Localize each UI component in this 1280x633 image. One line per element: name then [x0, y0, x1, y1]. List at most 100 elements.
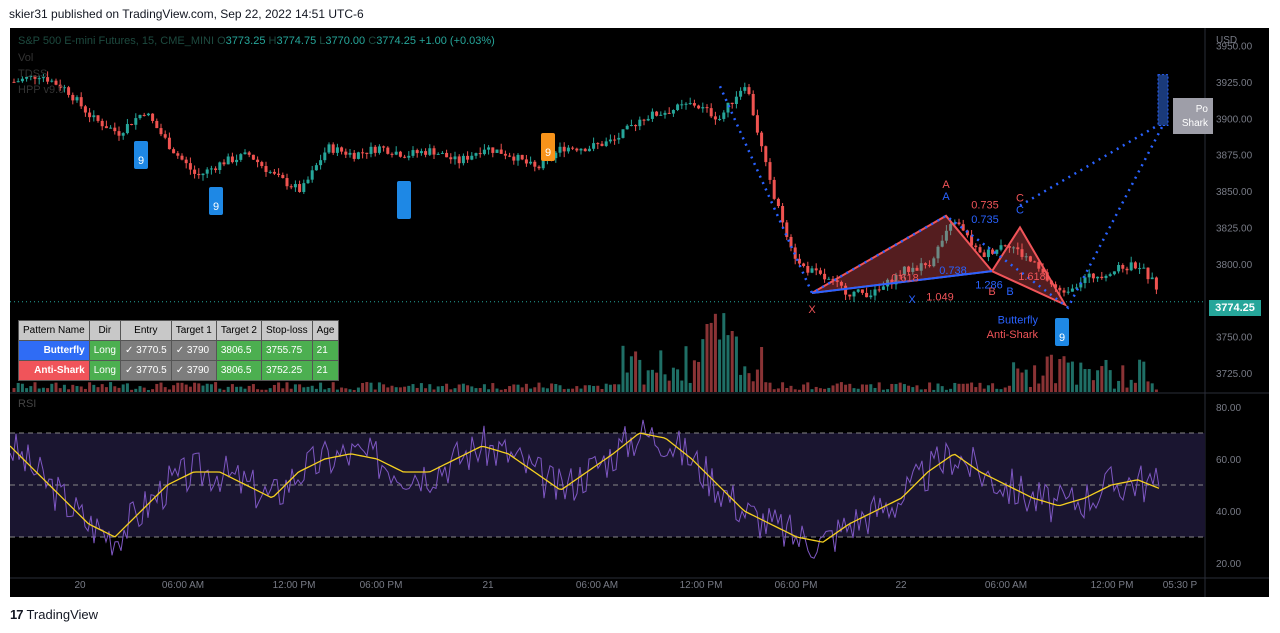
volume-bar: [953, 382, 957, 392]
candle-body: [390, 153, 394, 155]
price-tick-label: 3750.00: [1216, 333, 1253, 344]
pattern-target2: 3806.5: [215, 360, 262, 381]
volume-bar: [1142, 361, 1146, 392]
volume-bar: [907, 385, 911, 392]
volume-bar: [797, 389, 801, 392]
candle-body: [403, 156, 407, 158]
volume-bar: [1016, 368, 1020, 392]
volume-bar: [88, 382, 92, 392]
volume-bar: [575, 386, 579, 392]
volume-bar: [1138, 359, 1142, 392]
symbol-name[interactable]: S&P 500 E-mini Futures, 15, CME_MINI: [18, 35, 215, 47]
candle-body: [109, 127, 113, 129]
volume-bar: [470, 386, 474, 392]
projected-path: [718, 85, 1167, 310]
volume-bar: [33, 382, 37, 392]
candle-body: [20, 78, 24, 82]
candle-body: [852, 291, 856, 297]
volume-bar: [205, 383, 209, 392]
indicator-vol[interactable]: Vol: [18, 52, 34, 64]
volume-bar: [961, 383, 965, 392]
volume-bar: [37, 388, 41, 392]
volume-bar: [302, 387, 306, 392]
candle-body: [285, 178, 289, 187]
candle-body: [516, 154, 520, 161]
tradingview-footer[interactable]: 17 TradingView: [10, 607, 98, 622]
candle-body: [323, 152, 327, 161]
volume-bar: [692, 360, 696, 392]
volume-bar: [970, 382, 974, 392]
candle-body: [856, 289, 860, 292]
td-count-badge: [397, 181, 411, 219]
volume-bar: [323, 389, 327, 392]
volume-bar: [361, 383, 365, 392]
candle-body: [1070, 288, 1074, 292]
volume-bar: [818, 388, 822, 392]
volume-bar: [911, 387, 915, 392]
volume-bar: [256, 389, 260, 392]
candle-body: [751, 93, 755, 116]
volume-bar: [12, 388, 16, 392]
candle-body: [180, 155, 184, 160]
price-tick-label: 3875.00: [1216, 151, 1253, 162]
volume-bar: [730, 330, 734, 392]
candle-body: [806, 266, 810, 273]
chart-frame[interactable]: A A C C X X B B 0.735 0.735 0.618 0.738 1.286 1.049 1.…: [10, 28, 1269, 597]
volume-bar: [545, 388, 549, 392]
col-dir: Dir: [88, 320, 121, 341]
volume-bar: [856, 388, 860, 392]
volume-bar: [251, 384, 255, 392]
indicator-hpp[interactable]: HPP v9.0: [18, 84, 65, 96]
volume-bar: [306, 386, 310, 392]
volume-bar: [562, 389, 566, 392]
volume-bar: [995, 388, 999, 392]
volume-bar: [109, 382, 113, 392]
candle-body: [298, 184, 302, 192]
rsi-label[interactable]: RSI: [18, 398, 37, 410]
volume-bar: [1091, 380, 1095, 392]
volume-bar: [869, 384, 873, 392]
volume-bar: [1054, 383, 1058, 392]
candle-body: [470, 155, 474, 160]
indicator-tdss[interactable]: TDSS: [18, 68, 48, 80]
candle-body: [478, 153, 482, 155]
pattern-point-label: C: [1016, 192, 1024, 204]
volume-bar: [844, 384, 848, 392]
candle-body: [600, 143, 604, 146]
candle-body: [503, 153, 507, 156]
candle-body: [961, 224, 965, 231]
volume-bar: [600, 389, 604, 392]
td-count-badge: [541, 133, 555, 161]
time-tick-label: 06:00 AM: [576, 580, 618, 591]
candle-body: [247, 152, 251, 155]
candle-body: [991, 249, 995, 254]
candle-body: [495, 149, 499, 153]
butterfly-label: Butterfly: [998, 315, 1039, 327]
volume-bar: [667, 380, 671, 392]
volume-bar: [596, 385, 600, 392]
candle-body: [898, 274, 902, 276]
volume-bar: [113, 386, 117, 392]
candle-body: [928, 265, 932, 267]
col-age: Age: [311, 320, 340, 341]
candle-body: [621, 129, 625, 138]
volume-bar: [638, 359, 642, 392]
candle-body: [205, 169, 209, 174]
volume-bar: [92, 384, 96, 392]
volume-bar: [466, 385, 470, 392]
volume-bar: [457, 384, 461, 392]
candle-body: [25, 76, 29, 79]
volume-bar: [949, 388, 953, 392]
volume-bar: [159, 382, 163, 392]
volume-bar: [760, 347, 764, 392]
rsi-tick-label: 60.00: [1216, 455, 1241, 466]
volume-bar: [1125, 387, 1129, 392]
volume-bar: [520, 387, 524, 392]
volume-bar: [96, 387, 100, 392]
volume-bar: [16, 382, 20, 392]
candle-body: [1154, 277, 1158, 290]
volume-bar: [239, 386, 243, 392]
candle-body: [865, 292, 869, 298]
candle-body: [1003, 245, 1007, 247]
